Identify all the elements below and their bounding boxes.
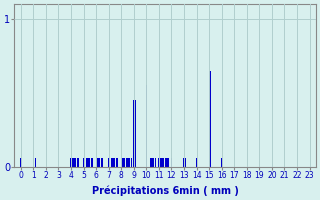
Bar bbox=[113, 158, 114, 167]
Bar bbox=[149, 158, 151, 167]
Bar bbox=[171, 158, 172, 167]
Bar bbox=[168, 158, 169, 167]
Bar bbox=[85, 158, 86, 167]
Bar bbox=[162, 158, 163, 167]
Bar bbox=[102, 158, 103, 167]
Bar bbox=[89, 158, 90, 167]
Bar bbox=[72, 158, 73, 167]
Bar bbox=[73, 158, 74, 167]
Bar bbox=[91, 158, 92, 167]
Bar bbox=[87, 158, 88, 167]
Bar bbox=[209, 71, 210, 167]
Bar bbox=[20, 158, 21, 167]
Bar bbox=[99, 158, 100, 167]
Bar bbox=[33, 158, 34, 167]
Bar bbox=[222, 158, 223, 167]
Bar bbox=[35, 158, 36, 167]
Bar bbox=[92, 158, 93, 167]
Bar bbox=[155, 158, 156, 167]
Bar bbox=[115, 158, 116, 167]
Bar bbox=[134, 100, 135, 167]
Bar bbox=[98, 158, 99, 167]
Bar bbox=[97, 158, 98, 167]
Bar bbox=[88, 158, 89, 167]
Bar bbox=[70, 158, 71, 167]
Bar bbox=[77, 158, 78, 167]
Bar bbox=[122, 158, 123, 167]
Bar bbox=[128, 158, 129, 167]
Bar bbox=[167, 158, 168, 167]
Bar bbox=[161, 158, 162, 167]
Bar bbox=[21, 158, 22, 167]
Bar bbox=[117, 158, 118, 167]
Bar bbox=[146, 85, 147, 167]
Bar bbox=[83, 158, 84, 167]
Bar bbox=[109, 158, 110, 167]
Bar bbox=[153, 158, 154, 167]
Bar bbox=[183, 158, 185, 167]
Bar bbox=[160, 158, 161, 167]
Bar bbox=[133, 100, 134, 167]
Bar bbox=[185, 158, 186, 167]
Bar bbox=[158, 158, 159, 167]
Bar bbox=[131, 158, 132, 167]
Bar bbox=[196, 158, 197, 167]
Bar bbox=[151, 158, 152, 167]
Bar bbox=[127, 158, 128, 167]
Bar bbox=[111, 158, 112, 167]
Bar bbox=[108, 158, 109, 167]
X-axis label: Précipitations 6min ( mm ): Précipitations 6min ( mm ) bbox=[92, 185, 239, 196]
Bar bbox=[96, 158, 97, 167]
Bar bbox=[84, 158, 85, 167]
Bar bbox=[210, 71, 211, 167]
Bar bbox=[78, 158, 79, 167]
Bar bbox=[100, 158, 102, 167]
Bar bbox=[124, 158, 125, 167]
Bar bbox=[166, 158, 167, 167]
Bar bbox=[116, 158, 117, 167]
Bar bbox=[123, 158, 124, 167]
Bar bbox=[74, 158, 75, 167]
Bar bbox=[165, 158, 166, 167]
Bar bbox=[152, 158, 153, 167]
Bar bbox=[121, 158, 122, 167]
Bar bbox=[130, 158, 131, 167]
Bar bbox=[112, 158, 113, 167]
Bar bbox=[126, 158, 127, 167]
Bar bbox=[221, 158, 222, 167]
